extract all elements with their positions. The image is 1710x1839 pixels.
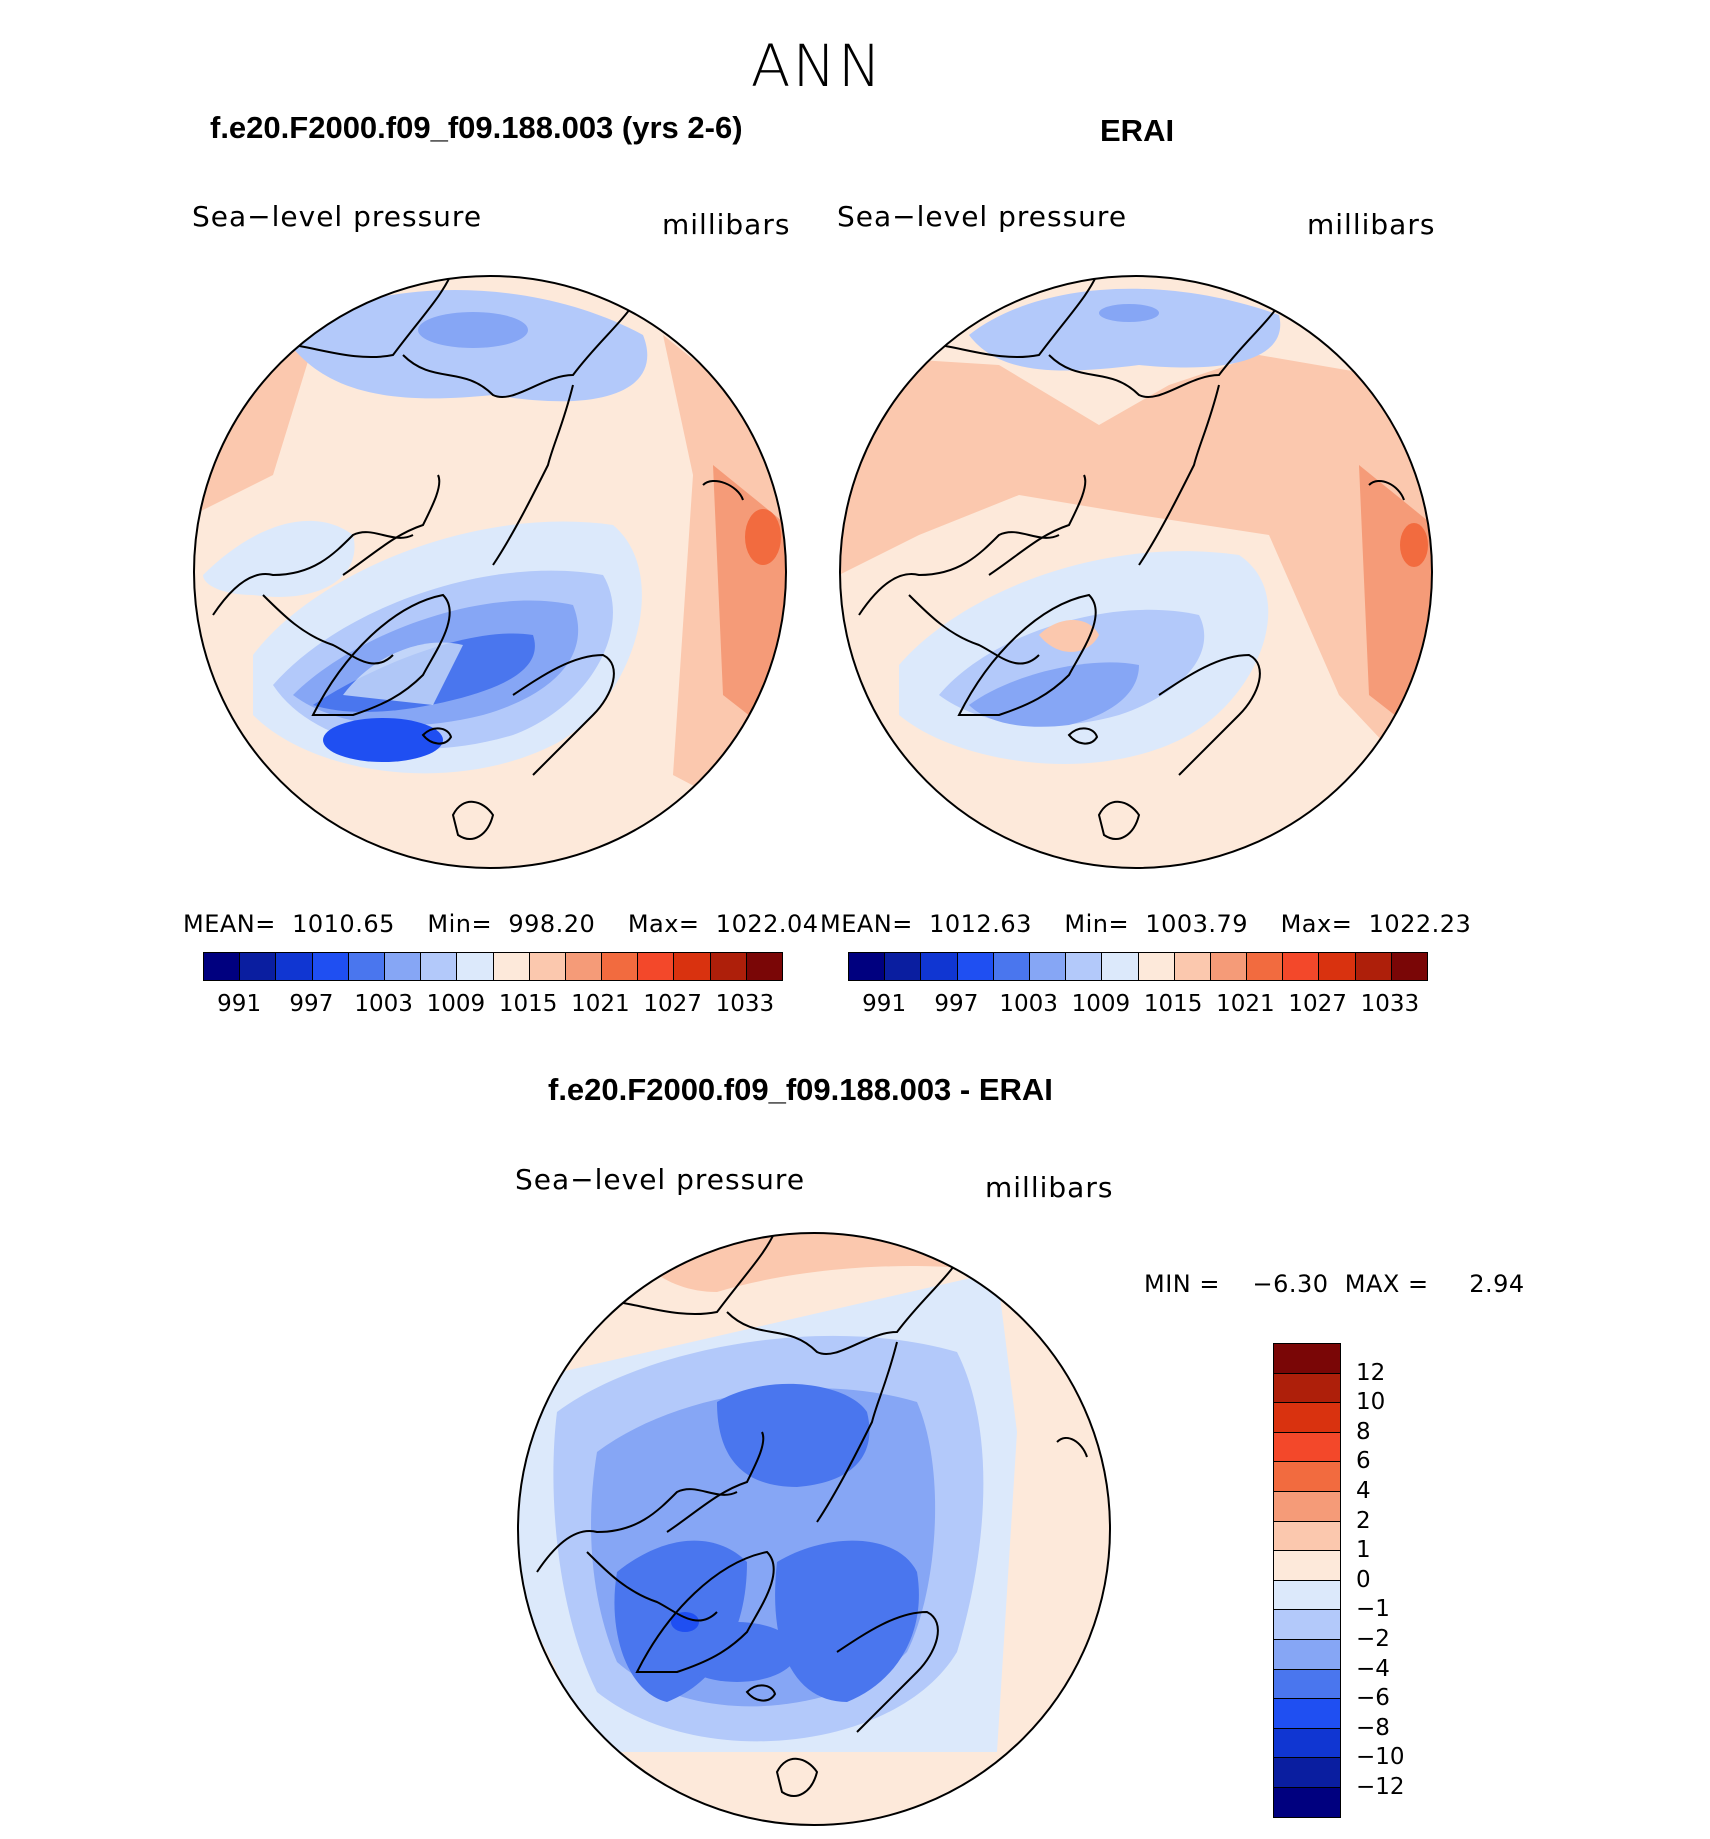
- colorbar-swatch: [849, 953, 886, 980]
- colorbar-tick-label: −6: [1356, 1685, 1390, 1712]
- colorbar-swatch: [529, 953, 566, 980]
- panel-1-variable: Sea−level pressure: [192, 200, 483, 233]
- colorbar-swatch: [1274, 1728, 1340, 1759]
- colorbar-swatch: [312, 953, 349, 980]
- colorbar-tick-label: 1: [1356, 1537, 1371, 1564]
- colorbar-swatch: [1274, 1699, 1340, 1729]
- colorbar-swatch: [1274, 1521, 1340, 1552]
- colorbar-tick-label: 1015: [498, 991, 558, 1017]
- colorbar-tick-label: 1021: [1216, 991, 1275, 1017]
- colorbar-tick-label: 991: [862, 991, 907, 1017]
- panel-2-polar-map: [839, 275, 1433, 869]
- colorbar-swatch: [1210, 953, 1248, 980]
- colorbar-swatch: [421, 953, 458, 980]
- colorbar-tick-label: −1: [1356, 1596, 1390, 1623]
- colorbar-swatch: [1274, 1373, 1340, 1404]
- colorbar-swatch: [1391, 953, 1427, 980]
- colorbar-swatch: [602, 953, 639, 980]
- colorbar-swatch: [1138, 953, 1175, 980]
- panel-3-polar-map: [517, 1232, 1111, 1826]
- panel-1-title: f.e20.F2000.f09_f09.188.003 (yrs 2-6): [210, 110, 743, 145]
- colorbar-swatch: [276, 953, 313, 980]
- colorbar-tick-label: −10: [1356, 1744, 1405, 1771]
- panel-1-polar-map: [193, 275, 787, 869]
- colorbar-tick-label: 4: [1356, 1478, 1371, 1504]
- colorbar-swatch: [1274, 1551, 1340, 1581]
- colorbar-swatch: [1029, 953, 1067, 980]
- colorbar-swatch: [1274, 1580, 1340, 1611]
- panel-3-units: millibars: [985, 1171, 1114, 1204]
- panel-2-colorbar: [848, 952, 1428, 981]
- colorbar-swatch: [565, 953, 603, 980]
- colorbar-swatch: [1283, 953, 1320, 980]
- colorbar-tick-label: 2: [1356, 1507, 1371, 1534]
- colorbar-tick-label: −8: [1356, 1714, 1390, 1741]
- colorbar-tick-label: 1015: [1143, 991, 1203, 1017]
- colorbar-tick-label: −2: [1356, 1626, 1390, 1652]
- colorbar-swatch: [1274, 1403, 1340, 1433]
- colorbar-tick-label: −12: [1356, 1774, 1405, 1800]
- panel-3-variable: Sea−level pressure: [515, 1163, 806, 1196]
- colorbar-swatch: [957, 953, 994, 980]
- colorbar-swatch: [885, 953, 922, 980]
- colorbar-tick-label: 6: [1356, 1448, 1371, 1475]
- colorbar-swatch: [1066, 953, 1103, 980]
- colorbar-swatch: [1274, 1639, 1340, 1670]
- colorbar-swatch: [240, 953, 277, 980]
- colorbar-tick-label: 997: [934, 991, 979, 1017]
- colorbar-swatch: [1319, 953, 1356, 980]
- colorbar-tick-label: 997: [289, 991, 334, 1017]
- colorbar-swatch: [1274, 1462, 1340, 1492]
- colorbar-swatch: [1355, 953, 1392, 980]
- colorbar-swatch: [1274, 1669, 1340, 1700]
- panel-3-colorbar: [1273, 1343, 1341, 1818]
- colorbar-swatch: [710, 953, 747, 980]
- colorbar-swatch: [638, 953, 675, 980]
- colorbar-tick-label: 0: [1356, 1566, 1371, 1593]
- colorbar-tick-label: 1033: [715, 991, 775, 1017]
- panel-1-colorbar: [203, 952, 783, 981]
- colorbar-tick-label: 1009: [1071, 991, 1131, 1017]
- colorbar-tick-label: 1027: [1288, 991, 1347, 1017]
- panel-2-stats: MEAN= 1012.63 Min= 1003.79 Max= 1022.23: [820, 910, 1472, 938]
- colorbar-swatch: [1274, 1610, 1340, 1640]
- colorbar-swatch: [921, 953, 958, 980]
- colorbar-swatch: [348, 953, 385, 980]
- main-title: ANN: [750, 32, 884, 100]
- colorbar-tick-label: 1003: [999, 991, 1058, 1017]
- colorbar-swatch: [1274, 1432, 1340, 1463]
- colorbar-swatch: [1274, 1344, 1340, 1374]
- colorbar-swatch: [384, 953, 422, 980]
- panel-2-units: millibars: [1307, 208, 1436, 241]
- colorbar-swatch: [993, 953, 1030, 980]
- colorbar-tick-label: 1027: [643, 991, 702, 1017]
- colorbar-tick-label: 991: [217, 991, 262, 1017]
- colorbar-swatch: [1274, 1491, 1340, 1522]
- colorbar-tick-label: 1033: [1360, 991, 1420, 1017]
- colorbar-swatch: [674, 953, 711, 980]
- colorbar-tick-label: 1003: [354, 991, 413, 1017]
- colorbar-swatch: [746, 953, 782, 980]
- panel-3-stats: MIN = −6.30 MAX = 2.94: [1144, 1270, 1525, 1298]
- colorbar-tick-label: 1021: [571, 991, 630, 1017]
- colorbar-swatch: [1274, 1758, 1340, 1788]
- colorbar-tick-label: 12: [1356, 1359, 1386, 1386]
- colorbar-swatch: [204, 953, 241, 980]
- colorbar-swatch: [1174, 953, 1211, 980]
- colorbar-swatch: [1247, 953, 1284, 980]
- colorbar-tick-label: −4: [1356, 1655, 1390, 1682]
- colorbar-swatch: [493, 953, 530, 980]
- panel-1-stats: MEAN= 1010.65 Min= 998.20 Max= 1022.04: [183, 910, 819, 938]
- colorbar-tick-label: 10: [1356, 1389, 1386, 1416]
- colorbar-swatch: [457, 953, 494, 980]
- panel-2-variable: Sea−level pressure: [837, 200, 1128, 233]
- colorbar-tick-label: 1009: [426, 991, 486, 1017]
- panel-2-title: ERAI: [1100, 113, 1175, 148]
- colorbar-swatch: [1274, 1787, 1340, 1817]
- colorbar-tick-label: 8: [1356, 1418, 1371, 1445]
- colorbar-swatch: [1102, 953, 1139, 980]
- panel-3-title: f.e20.F2000.f09_f09.188.003 - ERAI: [548, 1072, 1053, 1107]
- panel-1-units: millibars: [662, 208, 791, 241]
